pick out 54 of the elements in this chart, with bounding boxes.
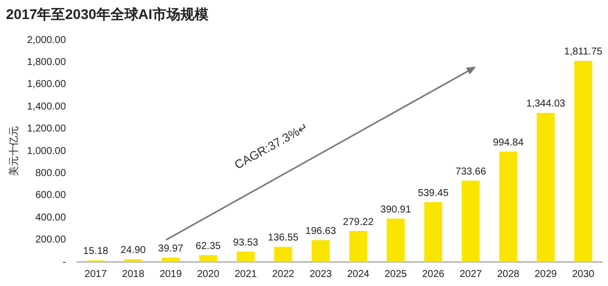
y-tick-label: 2,000.00 <box>26 34 66 46</box>
y-tick-label: 1,000.00 <box>26 146 66 157</box>
bar <box>236 252 255 262</box>
bar <box>312 240 330 262</box>
data-label: 15.18 <box>83 246 109 258</box>
bar <box>499 152 518 262</box>
chart-title: 2017年至2030年全球AI市场规模 <box>6 6 208 24</box>
y-tick-label: 1,800.00 <box>26 56 66 68</box>
y-tick-label: 800.00 <box>35 168 66 179</box>
data-label: 39.97 <box>158 243 184 254</box>
x-tick-label: 2021 <box>234 268 258 280</box>
data-label: 24.90 <box>120 244 146 256</box>
y-tick-label: 400.00 <box>35 212 66 224</box>
data-label: 279.22 <box>342 216 374 228</box>
y-tick-label: 600.00 <box>35 190 66 202</box>
x-tick-label: 2023 <box>310 268 332 280</box>
y-tick-label: 1,200.00 <box>26 124 66 135</box>
bar <box>536 112 555 262</box>
x-tick-label: 2029 <box>534 268 558 280</box>
x-tick-label: 2028 <box>497 268 520 280</box>
x-tick-label: 2019 <box>160 268 182 280</box>
bar <box>162 258 180 262</box>
data-label: 93.53 <box>233 237 259 248</box>
data-label: 733.66 <box>455 166 486 178</box>
data-label: 994.84 <box>492 137 524 148</box>
y-tick-label: 1,600.00 <box>26 79 66 90</box>
bar <box>349 231 368 262</box>
x-tick-label: 2025 <box>384 268 408 280</box>
y-tick-label: - <box>62 256 66 268</box>
data-label: 539.45 <box>418 188 449 199</box>
x-tick-label: 2027 <box>460 268 482 280</box>
data-label: 196.63 <box>305 226 336 237</box>
bar <box>124 259 142 262</box>
x-tick-label: 2024 <box>347 268 370 280</box>
data-label: 136.55 <box>268 232 299 244</box>
y-axis-title: 美元十亿元 <box>8 126 20 176</box>
y-tick-label: 200.00 <box>35 234 66 246</box>
bar <box>574 60 592 262</box>
bar <box>199 255 218 262</box>
x-tick-label: 2017 <box>84 268 108 280</box>
y-tick-label: 1,400.00 <box>26 101 66 112</box>
x-tick-label: 2026 <box>422 268 445 280</box>
data-label: 62.35 <box>196 240 222 252</box>
bar <box>424 202 442 262</box>
x-tick-label: 2030 <box>572 268 595 280</box>
x-tick-label: 2020 <box>197 268 220 280</box>
x-tick-label: 2022 <box>272 268 295 280</box>
data-label: 1,811.75 <box>564 46 603 58</box>
bar <box>386 218 405 262</box>
data-label: 1,344.03 <box>526 98 566 110</box>
bar <box>462 180 480 262</box>
x-tick-label: 2018 <box>122 268 145 280</box>
bar <box>274 246 292 262</box>
data-label: 390.91 <box>380 204 412 216</box>
